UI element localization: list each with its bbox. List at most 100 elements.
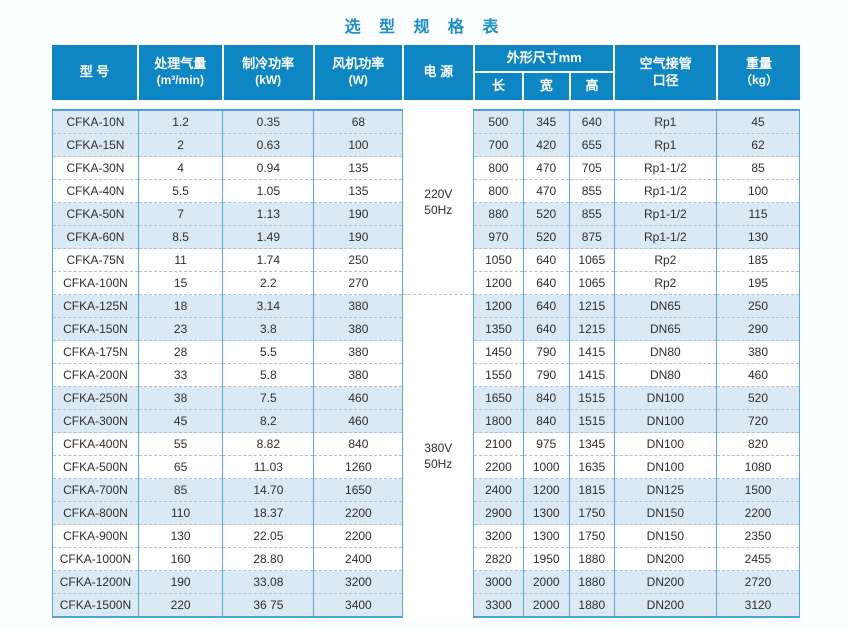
table-row: CFKA-250N 38 7.5 460 1650 840 1515 DN100 520 — [52, 386, 800, 410]
cell-weight: 195 — [716, 271, 800, 295]
cell-airflow: 7 — [137, 202, 223, 226]
cell-length: 3200 — [473, 524, 524, 548]
cell-airflow: 33 — [137, 363, 223, 387]
cell-model: CFKA-250N — [52, 386, 139, 410]
spec-table: 型 号 处理气量 (m³/min) 制冷功率 (kW) 风机功率 (W) 电 源… — [52, 45, 800, 618]
table-row: CFKA-40N 5.5 1.05 135 800 470 855 Rp1-1/2 100 — [52, 179, 800, 203]
cell-height: 1750 — [568, 524, 615, 548]
spec-table-body: CFKA-10N 1.2 0.35 68 220V 50Hz 500 345 640 Rp1 45 C… — [52, 109, 800, 618]
cell-model: CFKA-900N — [52, 524, 139, 548]
cell-fan: 1650 — [313, 478, 403, 502]
cell-weight: 2350 — [716, 524, 800, 548]
cell-cooling: 14.70 — [222, 478, 314, 502]
cell-height: 655 — [568, 133, 615, 157]
table-row: CFKA-1200N 190 33.08 3200 3000 2000 1880 DN200 2… — [52, 570, 800, 594]
cell-pipe: Rp1-1/2 — [613, 202, 717, 226]
cell-power-group-220v: 220V 50Hz — [402, 110, 474, 295]
cell-width: 2000 — [522, 593, 570, 618]
cell-height: 855 — [568, 179, 615, 203]
cell-length: 1650 — [473, 386, 524, 410]
header-cooling-label: 制冷功率 — [242, 56, 295, 72]
cell-cooling: 36 75 — [222, 593, 314, 618]
cell-model: CFKA-15N — [52, 133, 139, 157]
cell-height: 1515 — [568, 386, 615, 410]
header-airflow-unit: (m³/min) — [156, 73, 204, 88]
cell-weight: 1500 — [716, 478, 800, 502]
cell-pipe: DN80 — [613, 340, 717, 364]
cell-height: 1880 — [568, 570, 615, 594]
cell-pipe: DN200 — [613, 547, 717, 571]
cell-length: 3000 — [473, 570, 524, 594]
cell-fan: 1260 — [313, 455, 403, 479]
cell-cooling: 1.05 — [222, 179, 314, 203]
cell-fan: 135 — [313, 156, 403, 180]
cell-pipe: Rp1-1/2 — [613, 179, 717, 203]
cell-weight: 520 — [716, 386, 800, 410]
cell-weight: 130 — [716, 225, 800, 249]
cell-model: CFKA-60N — [52, 225, 139, 249]
cell-model: CFKA-200N — [52, 363, 139, 387]
cell-fan: 380 — [313, 294, 403, 318]
header-cooling-unit: (kW) — [255, 73, 282, 88]
cell-model: CFKA-1000N — [52, 547, 139, 571]
cell-pipe: DN100 — [613, 386, 717, 410]
cell-height: 1065 — [568, 248, 615, 272]
cell-cooling: 5.8 — [222, 363, 314, 387]
cell-height: 1345 — [568, 432, 615, 456]
cell-pipe: DN100 — [613, 455, 717, 479]
cell-height: 855 — [568, 202, 615, 226]
header-pipe: 空气接管 口径 — [614, 45, 718, 100]
cell-power-group-380v: 380V 50Hz — [402, 294, 474, 617]
cell-model: CFKA-10N — [52, 109, 139, 134]
cell-pipe: Rp1-1/2 — [613, 156, 717, 180]
cell-cooling: 2.2 — [222, 271, 314, 295]
cell-length: 2200 — [473, 455, 524, 479]
table-row: CFKA-100N 15 2.2 270 1200 640 1065 Rp2 195 — [52, 271, 800, 295]
table-row: CFKA-900N 130 22.05 2200 3200 1300 1750 DN150 23… — [52, 524, 800, 548]
cell-height: 1215 — [568, 317, 615, 341]
table-row: CFKA-50N 7 1.13 190 880 520 855 Rp1-1/2 115 — [52, 202, 800, 226]
cell-fan: 250 — [313, 248, 403, 272]
cell-width: 1200 — [522, 478, 570, 502]
cell-fan: 190 — [313, 225, 403, 249]
cell-fan: 380 — [313, 317, 403, 341]
cell-height: 1415 — [568, 363, 615, 387]
cell-cooling: 3.8 — [222, 317, 314, 341]
table-row: CFKA-30N 4 0.94 135 800 470 705 Rp1-1/2 85 — [52, 156, 800, 180]
cell-model: CFKA-175N — [52, 340, 139, 364]
header-power: 电 源 — [402, 45, 475, 100]
cell-cooling: 5.5 — [222, 340, 314, 364]
cell-height: 1065 — [568, 271, 615, 295]
cell-cooling: 1.49 — [222, 225, 314, 249]
cell-pipe: Rp2 — [613, 248, 717, 272]
cell-pipe: Rp2 — [613, 271, 717, 295]
cell-height: 875 — [568, 225, 615, 249]
header-fan: 风机功率 (W) — [313, 45, 404, 100]
cell-cooling: 8.2 — [222, 409, 314, 433]
cell-width: 790 — [522, 363, 570, 387]
table-row: CFKA-800N 110 18.37 2200 2900 1300 1750 DN150 22… — [52, 501, 800, 525]
header-fan-label: 风机功率 — [332, 56, 385, 72]
cell-cooling: 22.05 — [222, 524, 314, 548]
cell-width: 1300 — [522, 524, 570, 548]
cell-length: 800 — [473, 179, 524, 203]
cell-width: 1950 — [522, 547, 570, 571]
cell-airflow: 4 — [137, 156, 223, 180]
cell-model: CFKA-1500N — [52, 593, 139, 618]
cell-fan: 68 — [313, 109, 403, 134]
cell-weight: 250 — [716, 294, 800, 318]
header-airflow: 处理气量 (m³/min) — [138, 45, 224, 100]
cell-model: CFKA-125N — [52, 294, 139, 318]
cell-width: 640 — [522, 248, 570, 272]
cell-height: 1880 — [568, 593, 615, 618]
cell-width: 2000 — [522, 570, 570, 594]
cell-model: CFKA-700N — [52, 478, 139, 502]
cell-length: 700 — [473, 133, 524, 157]
cell-weight: 460 — [716, 363, 800, 387]
cell-model: CFKA-100N — [52, 271, 139, 295]
cell-model: CFKA-800N — [52, 501, 139, 525]
cell-length: 2100 — [473, 432, 524, 456]
cell-pipe: DN150 — [613, 524, 717, 548]
cell-airflow: 8.5 — [137, 225, 223, 249]
